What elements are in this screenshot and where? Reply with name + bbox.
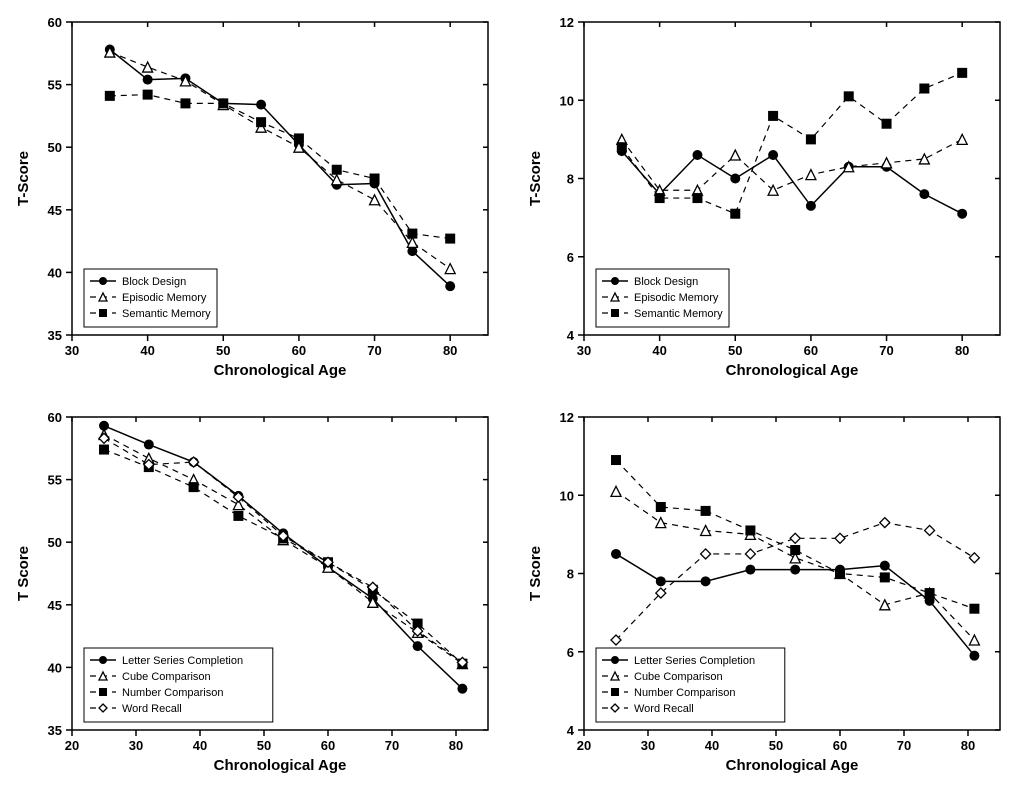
x-tick-label: 60 <box>804 343 818 358</box>
y-tick-label: 55 <box>48 473 62 488</box>
x-tick-label: 70 <box>879 343 893 358</box>
y-tick-label: 55 <box>48 78 62 93</box>
series-line <box>104 450 462 664</box>
chart-svg: 30 40 50 60 70 80 4 6 8 10 12 Chronological Age T-Sc… <box>522 10 1014 385</box>
chart-svg: 20 30 40 50 60 70 80 35 40 45 50 55 60 Chronological … <box>10 405 502 780</box>
panel-top-right: 30 40 50 60 70 80 4 6 8 10 12 Chronological Age T-Sc… <box>522 10 1014 385</box>
y-tick-label: 8 <box>567 172 574 187</box>
x-tick-label: 40 <box>652 343 666 358</box>
legend-label: Block Design <box>634 276 698 288</box>
y-axis-label: T-Score <box>527 151 544 206</box>
x-tick-label: 60 <box>321 738 335 753</box>
panel-top-left: 30 40 50 60 70 80 35 40 45 50 55 60 Chronological Ag… <box>10 10 502 385</box>
y-tick-label: 6 <box>567 645 574 660</box>
legend-label: Semantic Memory <box>122 308 211 320</box>
x-tick-label: 60 <box>292 343 306 358</box>
series-line <box>110 95 450 239</box>
chart-svg: 30 40 50 60 70 80 35 40 45 50 55 60 Chronological Ag… <box>10 10 502 385</box>
x-tick-label: 70 <box>385 738 399 753</box>
x-tick-label: 40 <box>140 343 154 358</box>
series-line <box>104 438 462 662</box>
chart-svg: 20 30 40 50 60 70 80 4 6 8 10 12 Chronological Age T … <box>522 405 1014 780</box>
x-tick-label: 50 <box>728 343 742 358</box>
panel-bottom-right: 20 30 40 50 60 70 80 4 6 8 10 12 Chronological Age T … <box>522 405 1014 780</box>
y-tick-label: 12 <box>560 15 574 30</box>
x-tick-label: 40 <box>193 738 207 753</box>
legend-label: Word Recall <box>634 703 694 715</box>
x-tick-label: 30 <box>129 738 143 753</box>
legend-label: Letter Series Completion <box>634 655 755 667</box>
x-tick-label: 20 <box>65 738 79 753</box>
y-tick-label: 10 <box>560 488 574 503</box>
y-tick-label: 10 <box>560 93 574 108</box>
x-tick-label: 80 <box>449 738 463 753</box>
x-tick-label: 60 <box>833 738 847 753</box>
legend-label: Semantic Memory <box>634 308 723 320</box>
y-tick-label: 12 <box>560 410 574 425</box>
x-tick-label: 30 <box>641 738 655 753</box>
y-tick-label: 6 <box>567 250 574 265</box>
x-tick-label: 80 <box>961 738 975 753</box>
y-axis-label: T Score <box>15 546 32 601</box>
y-tick-label: 45 <box>48 203 62 218</box>
y-tick-label: 60 <box>48 15 62 30</box>
y-tick-label: 8 <box>567 567 574 582</box>
x-axis-label: Chronological Age <box>726 757 859 774</box>
x-tick-label: 40 <box>705 738 719 753</box>
x-tick-label: 50 <box>769 738 783 753</box>
series-line <box>110 52 450 269</box>
panel-bottom-left: 20 30 40 50 60 70 80 35 40 45 50 55 60 Chronological … <box>10 405 502 780</box>
y-tick-label: 45 <box>48 598 62 613</box>
y-tick-label: 35 <box>48 328 62 343</box>
y-tick-label: 40 <box>48 660 62 675</box>
legend-label: Episodic Memory <box>634 292 719 304</box>
y-tick-label: 60 <box>48 410 62 425</box>
legend-label: Number Comparison <box>122 687 223 699</box>
x-tick-label: 20 <box>577 738 591 753</box>
x-tick-label: 80 <box>955 343 969 358</box>
y-tick-label: 4 <box>567 723 575 738</box>
series-line <box>104 435 462 664</box>
legend-label: Episodic Memory <box>122 292 207 304</box>
legend-label: Cube Comparison <box>634 671 723 683</box>
x-tick-label: 70 <box>367 343 381 358</box>
x-tick-label: 70 <box>897 738 911 753</box>
x-tick-label: 30 <box>577 343 591 358</box>
y-tick-label: 4 <box>567 328 575 343</box>
series-line <box>622 139 962 190</box>
y-tick-label: 40 <box>48 265 62 280</box>
x-axis-label: Chronological Age <box>726 362 859 379</box>
y-tick-label: 50 <box>48 140 62 155</box>
y-tick-label: 50 <box>48 535 62 550</box>
chart-grid: 30 40 50 60 70 80 35 40 45 50 55 60 Chronological Ag… <box>10 10 1014 780</box>
legend-label: Word Recall <box>122 703 182 715</box>
legend-label: Number Comparison <box>634 687 735 699</box>
y-axis-label: T-Score <box>15 151 32 206</box>
series-line <box>622 73 962 214</box>
y-axis-label: T Score <box>527 546 544 601</box>
x-tick-label: 30 <box>65 343 79 358</box>
legend-label: Block Design <box>122 276 186 288</box>
legend-label: Letter Series Completion <box>122 655 243 667</box>
x-axis-label: Chronological Age <box>214 362 347 379</box>
series-line <box>110 50 450 287</box>
y-tick-label: 35 <box>48 723 62 738</box>
x-tick-label: 80 <box>443 343 457 358</box>
legend-label: Cube Comparison <box>122 671 211 683</box>
x-tick-label: 50 <box>257 738 271 753</box>
x-tick-label: 50 <box>216 343 230 358</box>
x-axis-label: Chronological Age <box>214 757 347 774</box>
